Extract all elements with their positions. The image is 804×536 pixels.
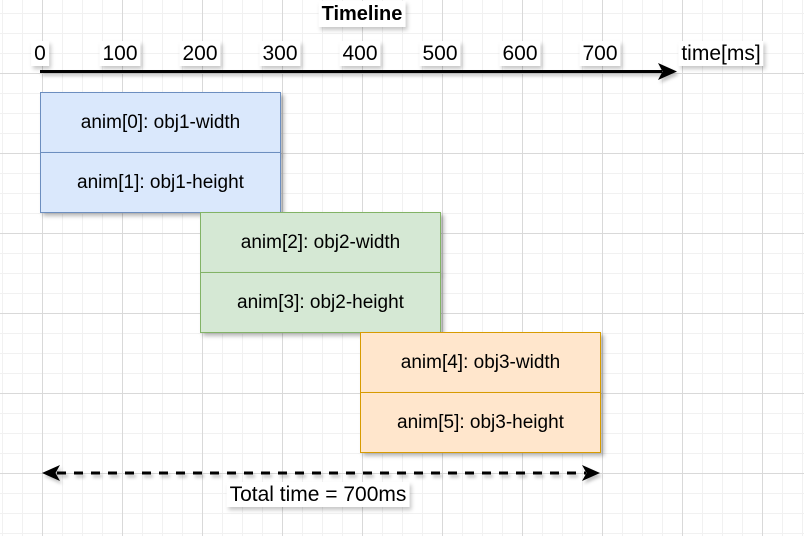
axis-tick-500: 500 [419,41,461,66]
timeline-bar-anim3: anim[3]: obj2-height [200,272,441,333]
timeline-bar-anim0: anim[0]: obj1-width [40,92,281,153]
bar-label: anim[4]: obj3-width [400,351,561,373]
axis-tick-400: 400 [339,41,381,66]
axis-tick-700: 700 [579,41,621,66]
bar-label: anim[1]: obj1-height [77,171,244,193]
bar-label: anim[2]: obj2-width [240,231,401,253]
timeline-bar-anim4: anim[4]: obj3-width [360,332,601,393]
axis-tick-300: 300 [259,41,301,66]
axis-tick-200: 200 [179,41,221,66]
bar-label: anim[3]: obj2-height [237,291,404,313]
total-time-arrow [42,465,600,481]
axis-unit-label: time[ms] [678,41,764,66]
timeline-bar-anim1: anim[1]: obj1-height [40,152,281,213]
bar-label: anim[0]: obj1-width [80,111,241,133]
axis-tick-100: 100 [99,41,141,66]
bar-label: anim[5]: obj3-height [397,411,564,433]
diagram-title: Timeline [318,1,406,27]
timeline-bar-anim2: anim[2]: obj2-width [200,212,441,273]
axis-tick-0: 0 [31,41,49,66]
timeline-bar-anim5: anim[5]: obj3-height [360,392,601,453]
total-time-label: Total time = 700ms [226,482,410,507]
axis-tick-600: 600 [499,41,541,66]
